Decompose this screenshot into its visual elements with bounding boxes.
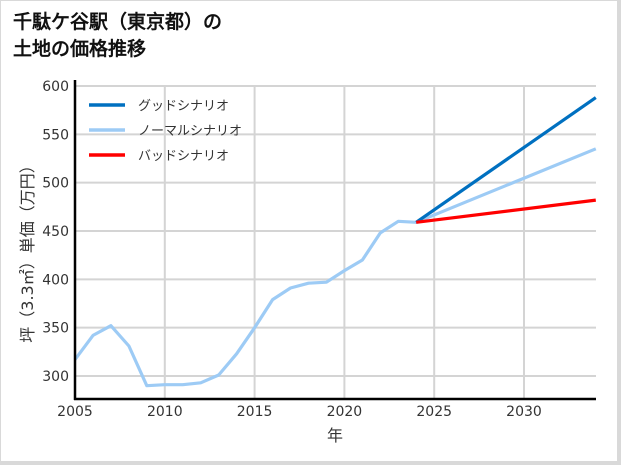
legend-label: ノーマルシナリオ: [138, 124, 242, 139]
y-tick-label: 400: [42, 272, 69, 288]
x-tick-label: 2020: [327, 404, 363, 420]
y-tick-label: 300: [42, 369, 69, 385]
legend-item: グッドシナリオ: [89, 99, 229, 114]
y-tick-label: 450: [42, 224, 69, 240]
tick-labels: 300 350 400 450 500 550 600 2005 2010 2015 2020 202…: [42, 79, 542, 420]
series-line: [415, 96, 597, 224]
axes: [73, 80, 596, 401]
y-tick-label: 550: [42, 127, 69, 143]
legend-item: バッドシナリオ: [89, 149, 229, 164]
series-line: [416, 198, 596, 224]
series-lines: [73, 96, 597, 388]
chart-title: 千駄ケ谷駅（東京都）の 土地の価格推移: [13, 9, 222, 63]
y-axis-label: 坪（3.3㎡）単価（万円）: [18, 157, 37, 342]
legend-label: バッドシナリオ: [138, 149, 229, 164]
x-tick-label: 2005: [57, 404, 93, 420]
chart-title-line2: 土地の価格推移: [13, 38, 147, 60]
x-tick-label: 2015: [237, 404, 273, 420]
legend-item: ノーマルシナリオ: [89, 124, 242, 139]
x-tick-label: 2030: [506, 404, 542, 420]
legend-label: グッドシナリオ: [138, 99, 229, 114]
y-tick-label: 350: [42, 321, 69, 337]
y-tick-label: 600: [42, 79, 69, 95]
chart-title-line1: 千駄ケ谷駅（東京都）の: [13, 11, 223, 33]
x-tick-label: 2025: [416, 404, 452, 420]
y-tick-label: 500: [42, 176, 69, 192]
series-line: [73, 147, 597, 388]
x-tick-label: 2010: [147, 404, 183, 420]
x-axis-label: 年: [327, 426, 343, 445]
